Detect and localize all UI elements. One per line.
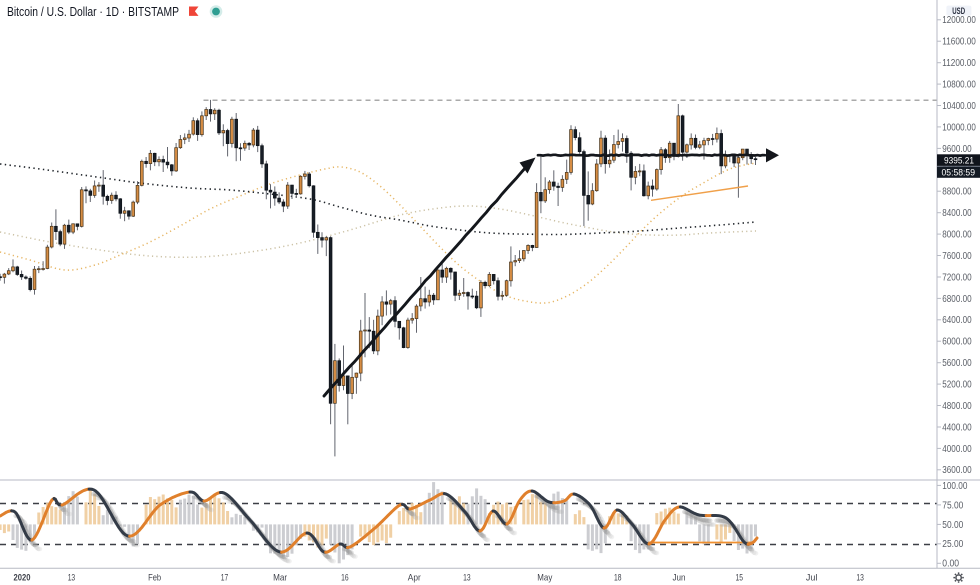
svg-text:7200.00: 7200.00: [942, 272, 972, 283]
svg-text:3600.00: 3600.00: [942, 465, 972, 476]
svg-text:5200.00: 5200.00: [942, 380, 972, 391]
svg-text:4000.00: 4000.00: [942, 444, 972, 455]
svg-text:13: 13: [463, 573, 471, 584]
svg-text:13: 13: [68, 573, 76, 584]
svg-text:10400.00: 10400.00: [942, 101, 976, 112]
svg-text:2020: 2020: [14, 573, 31, 584]
svg-text:17: 17: [221, 573, 229, 584]
svg-text:25.00: 25.00: [942, 539, 963, 550]
svg-text:6800.00: 6800.00: [942, 294, 972, 305]
svg-text:8000.00: 8000.00: [942, 230, 972, 241]
svg-text:Jul: Jul: [806, 573, 818, 584]
svg-text:May: May: [537, 573, 552, 584]
svg-text:05:58:59: 05:58:59: [942, 168, 976, 179]
svg-text:16: 16: [341, 573, 349, 584]
svg-text:15: 15: [736, 573, 744, 584]
svg-text:75.00: 75.00: [942, 500, 963, 511]
svg-text:8800.00: 8800.00: [942, 187, 972, 198]
svg-text:4800.00: 4800.00: [942, 401, 972, 412]
svg-text:12000.00: 12000.00: [942, 15, 976, 26]
svg-text:Apr: Apr: [408, 573, 421, 584]
svg-text:6000.00: 6000.00: [942, 337, 972, 348]
svg-text:Mar: Mar: [273, 573, 287, 584]
svg-text:10800.00: 10800.00: [942, 80, 976, 91]
svg-text:13: 13: [856, 573, 864, 584]
svg-text:4400.00: 4400.00: [942, 422, 972, 433]
svg-text:9395.21: 9395.21: [944, 156, 974, 167]
svg-text:10000.00: 10000.00: [942, 122, 976, 133]
svg-text:USD: USD: [952, 6, 965, 16]
svg-text:18: 18: [614, 573, 622, 584]
svg-text:6400.00: 6400.00: [942, 315, 972, 326]
svg-text:8400.00: 8400.00: [942, 208, 972, 219]
svg-text:50.00: 50.00: [942, 520, 963, 531]
svg-text:Feb: Feb: [148, 573, 161, 584]
svg-text:9600.00: 9600.00: [942, 144, 972, 155]
svg-text:0.00: 0.00: [942, 559, 959, 570]
svg-text:11200.00: 11200.00: [942, 58, 976, 69]
svg-text:5600.00: 5600.00: [942, 358, 972, 369]
svg-text:11600.00: 11600.00: [942, 37, 976, 48]
svg-text:Bitcoin / U.S. Dollar · 1D · B: Bitcoin / U.S. Dollar · 1D · BITSTAMP: [7, 5, 179, 19]
svg-text:7600.00: 7600.00: [942, 251, 972, 262]
svg-text:Jun: Jun: [673, 573, 686, 584]
svg-text:100.00: 100.00: [942, 481, 968, 492]
